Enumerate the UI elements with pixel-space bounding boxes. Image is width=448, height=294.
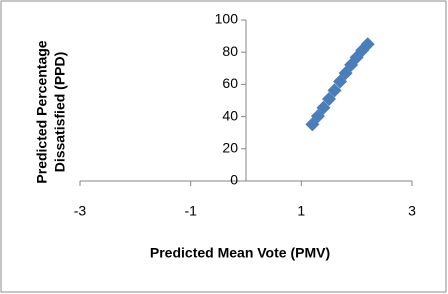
- x-tick-label: -1: [184, 203, 197, 219]
- y-tick-label: 60: [222, 75, 238, 91]
- y-tick-label: 40: [222, 107, 238, 123]
- y-tick-label: 80: [222, 43, 238, 59]
- y-axis-title-line: Predicted Percentage: [34, 40, 50, 183]
- marker: [327, 83, 342, 98]
- x-tick-label: -3: [74, 203, 87, 219]
- marker: [316, 100, 331, 115]
- marker: [360, 37, 375, 52]
- y-axis-title: Predicted Percentage Dissatisfied (PPD): [34, 40, 68, 183]
- x-axis-title: Predicted Mean Vote (PMV): [150, 245, 330, 261]
- y-tick-label: 20: [222, 140, 238, 156]
- x-tick-label: 1: [297, 203, 305, 219]
- y-tick-label: 0: [230, 172, 238, 188]
- y-tick-label: 100: [215, 11, 239, 27]
- marker: [322, 92, 336, 107]
- x-tick-label: 3: [408, 203, 416, 219]
- y-axis-title-line: Dissatisfied (PPD): [52, 52, 68, 173]
